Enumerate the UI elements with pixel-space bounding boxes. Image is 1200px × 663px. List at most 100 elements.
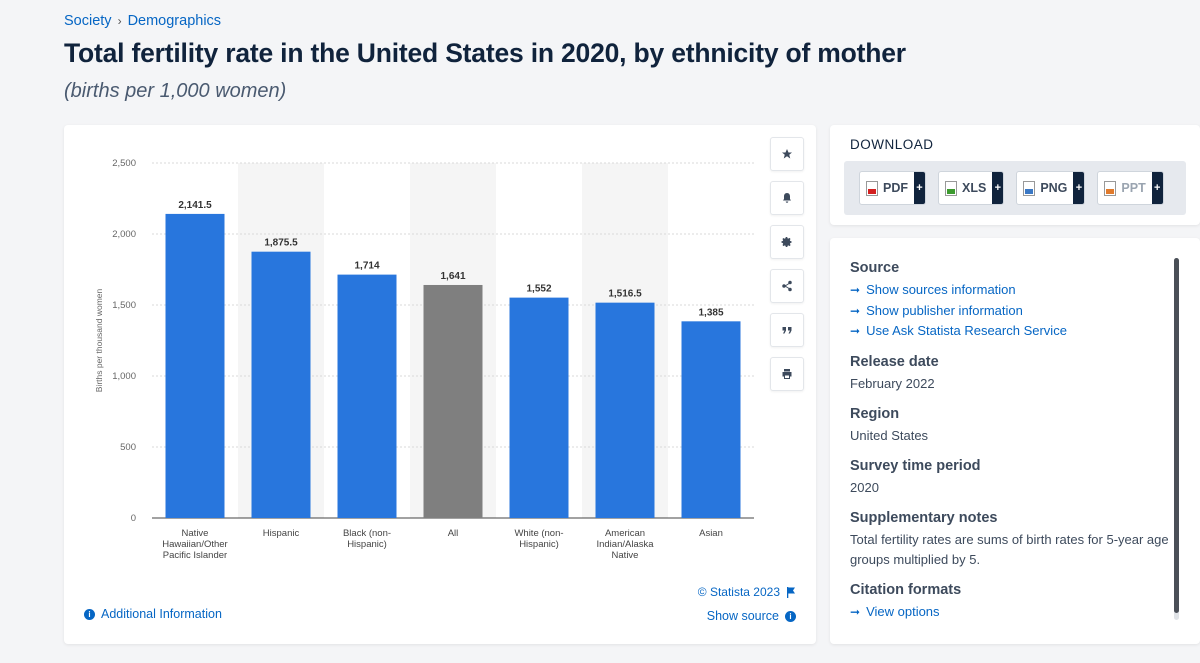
x-tick-label: Hispanic) [519,539,559,550]
y-tick-label: 1,000 [112,371,136,382]
info-icon: i [84,608,95,620]
bar-value-label: 1,385 [698,307,723,318]
citation-heading: Citation formats [850,581,962,598]
arrow-right-icon: ➞ [850,604,861,619]
bar [423,284,483,518]
x-tick-label: Pacific Islander [163,550,227,561]
download-pdf-main: PDF [860,172,914,204]
release-value: February 2022 [850,375,935,391]
y-tick-label: 500 [120,442,136,453]
favorite-button[interactable] [770,137,804,171]
notes-heading: Supplementary notes [850,509,998,526]
breadcrumb-separator: › [117,14,122,28]
y-axis-label: Births per thousand women [94,288,104,392]
info-icon: i [785,610,796,622]
download-ppt-button[interactable]: PPT + [1097,171,1164,205]
bar-value-label: 1,516.5 [608,289,642,300]
survey-heading: Survey time period [850,457,981,474]
info-panel: Source ➞ Show sources information ➞ Show p… [830,238,1200,644]
view-options-link[interactable]: ➞ View options [850,602,1170,623]
xls-icon [945,180,957,196]
breadcrumb-demographics[interactable]: Demographics [127,13,222,29]
download-pdf-button[interactable]: PDF + [859,171,926,205]
cite-button[interactable] [770,313,804,347]
breadcrumb-society[interactable]: Society [64,13,112,29]
bar-value-label: 1,875.5 [264,238,298,249]
download-xls-label: XLS [962,181,987,195]
region-section: Region United States [850,406,1170,446]
show-publisher-link[interactable]: ➞ Show publisher information [850,301,1170,322]
release-section: Release date February 2022 [850,354,1170,394]
download-ppt-main: PPT [1098,172,1151,204]
bar-value-label: 1,552 [526,284,551,295]
page-subtitle: (births per 1,000 women) [64,80,287,102]
bar-value-label: 1,714 [354,261,379,272]
bar-chart: 0 500 1,000 1,500 2,000 2,500 Births per thous… [94,158,754,561]
ask-statista-link[interactable]: ➞ Use Ask Statista Research Service [850,321,1170,342]
flag-icon [787,586,795,598]
notification-button[interactable] [770,181,804,215]
source-section: Source ➞ Show sources information ➞ Show p… [850,260,1170,342]
ppt-icon [1104,180,1117,196]
survey-section: Survey time period 2020 [850,458,1170,498]
show-source-label: Show source [706,609,779,623]
notes-section: Supplementary notes Total fertility rate… [850,510,1170,570]
star-icon [782,149,792,159]
scrollbar-thumb[interactable] [1174,258,1179,613]
download-png-button[interactable]: PNG + [1016,171,1086,205]
print-button[interactable] [770,357,804,391]
settings-button[interactable] [770,225,804,259]
plus-icon: + [1151,172,1163,204]
x-tick-label: American [605,528,645,539]
quote-icon [782,327,792,334]
bar-value-label: 2,141.5 [178,200,212,211]
plus-icon: + [1073,172,1085,204]
bar [165,213,225,519]
source-heading: Source [850,260,900,276]
survey-value: 2020 [850,479,879,495]
bar-value-label: 1,641 [440,271,465,282]
release-heading: Release date [850,353,939,370]
share-button[interactable] [770,269,804,303]
ask-statista-label: Use Ask Statista Research Service [866,323,1067,338]
download-xls-button[interactable]: XLS + [938,171,1005,205]
download-png-main: PNG [1017,172,1073,204]
citation-section: Citation formats ➞ View options [850,582,1170,623]
chart-card: 0 500 1,000 1,500 2,000 2,500 Births per thous… [64,125,816,644]
bar [681,321,741,518]
x-tick-label: Hispanic [263,528,300,539]
download-panel: DOWNLOAD PDF + XLS + PNG + PPT + [830,125,1200,225]
bar [595,302,655,518]
view-options-label: View options [866,603,940,619]
share-icon [782,280,792,292]
print-icon [782,369,792,379]
x-tick-label: White (non- [514,528,563,539]
arrow-right-icon: ➞ [850,283,861,297]
x-tick-label: Asian [699,528,723,539]
y-tick-label: 2,500 [112,158,136,169]
bar [251,251,311,518]
download-pdf-label: PDF [883,181,908,195]
download-title: DOWNLOAD [850,137,934,152]
show-sources-link[interactable]: ➞ Show sources information [850,280,1170,301]
additional-information-link[interactable]: i Additional Information [84,607,222,621]
plus-icon: + [914,172,925,204]
pdf-icon [866,180,878,196]
arrow-right-icon: ➞ [850,324,861,338]
page-title: Total fertility rate in the United State… [64,38,906,68]
arrow-right-icon: ➞ [850,303,861,318]
y-tick-label: 0 [131,513,136,524]
y-tick-label: 2,000 [112,229,136,240]
bar [337,274,397,518]
x-tick-label: Hispanic) [347,539,387,550]
x-tick-label: Hawaiian/Other [162,539,227,550]
show-source-link[interactable]: Show source i [707,609,796,623]
region-heading: Region [850,405,900,422]
copyright-text: © Statista 2023 [697,585,780,599]
copyright-link[interactable]: © Statista 2023 [698,585,796,599]
png-icon [1023,180,1036,196]
bell-icon [783,193,791,203]
chart-tools [770,137,804,401]
download-buttons: PDF + XLS + PNG + PPT + [844,161,1186,215]
scrollbar[interactable] [1174,258,1179,620]
